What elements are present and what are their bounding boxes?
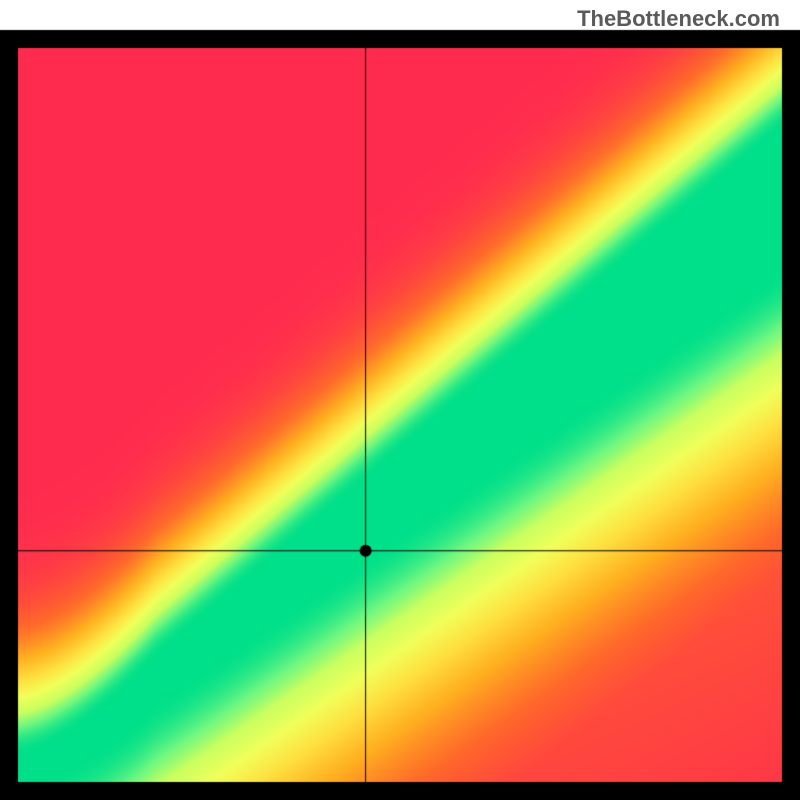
bottleneck-heatmap <box>0 0 800 800</box>
watermark-text: TheBottleneck.com <box>577 6 780 32</box>
